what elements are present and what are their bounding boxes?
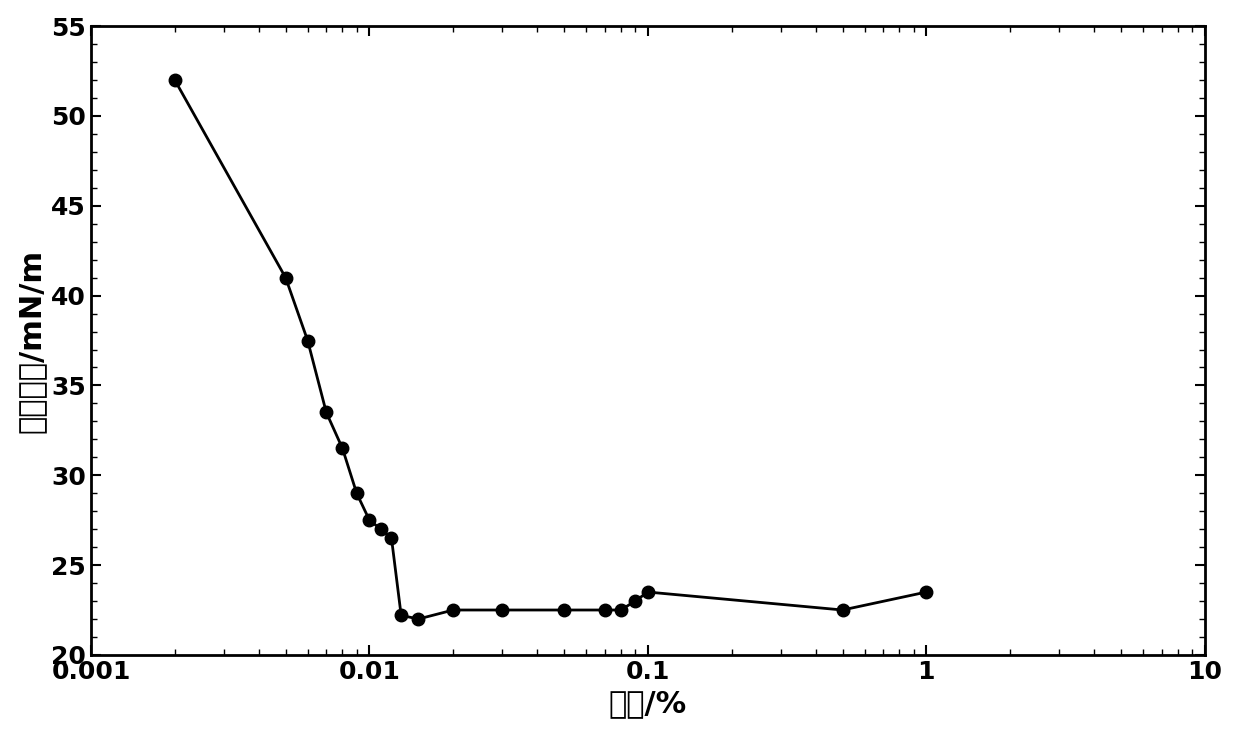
X-axis label: 浓度/%: 浓度/% xyxy=(608,689,686,718)
Y-axis label: 表面张力/mN/m: 表面张力/mN/m xyxy=(16,248,46,433)
